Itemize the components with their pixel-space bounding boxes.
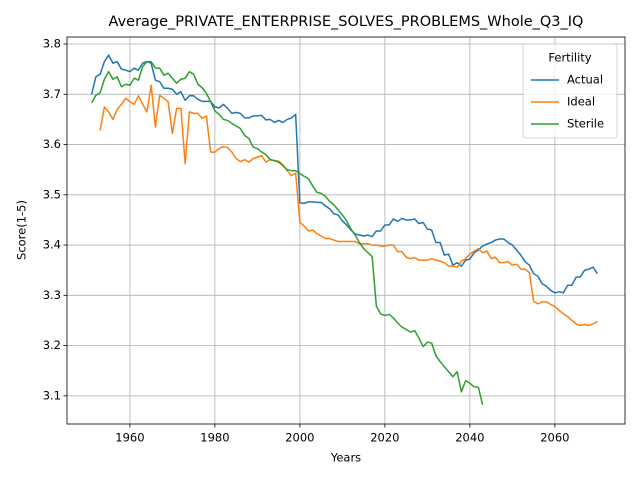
y-tick-label: 3.6 <box>43 137 61 151</box>
plot-lines <box>90 54 599 406</box>
series-line <box>99 84 598 327</box>
legend-title: Fertility <box>548 51 591 65</box>
plot-frame <box>66 36 626 425</box>
y-tick-label: 3.4 <box>43 238 61 252</box>
y-tick-label: 3.1 <box>43 388 61 402</box>
x-tick-label: 1980 <box>200 431 229 445</box>
series-line <box>90 54 599 294</box>
y-tick-label: 3.7 <box>43 87 61 101</box>
x-tick-label: 2040 <box>455 431 484 445</box>
x-tick-label: 2000 <box>285 431 314 445</box>
axes: 1960 1980 2000 2020 2040 2060 3.1 3.2 3.3 3.4 3.5 3… <box>43 37 570 445</box>
y-tick-label: 3.8 <box>43 37 61 51</box>
x-tick-label: 2060 <box>540 431 569 445</box>
y-tick-label: 3.3 <box>43 288 61 302</box>
grid <box>67 37 625 424</box>
legend-label: Actual <box>567 73 603 87</box>
series-line <box>90 60 484 406</box>
x-axis-label: Years <box>330 451 361 465</box>
x-tick-label: 2020 <box>370 431 399 445</box>
legend: Fertility Actual Ideal Sterile <box>522 43 618 139</box>
legend-label: Sterile <box>567 117 604 131</box>
legend-box <box>522 43 618 139</box>
y-tick-label: 3.5 <box>43 187 61 201</box>
y-axis-label: Score(1-5) <box>15 200 29 260</box>
x-tick-label: 1960 <box>115 431 144 445</box>
legend-label: Ideal <box>567 95 595 109</box>
chart-title: Average_PRIVATE_ENTERPRISE_SOLVES_PROBLE… <box>109 14 584 30</box>
y-tick-label: 3.2 <box>43 338 61 352</box>
